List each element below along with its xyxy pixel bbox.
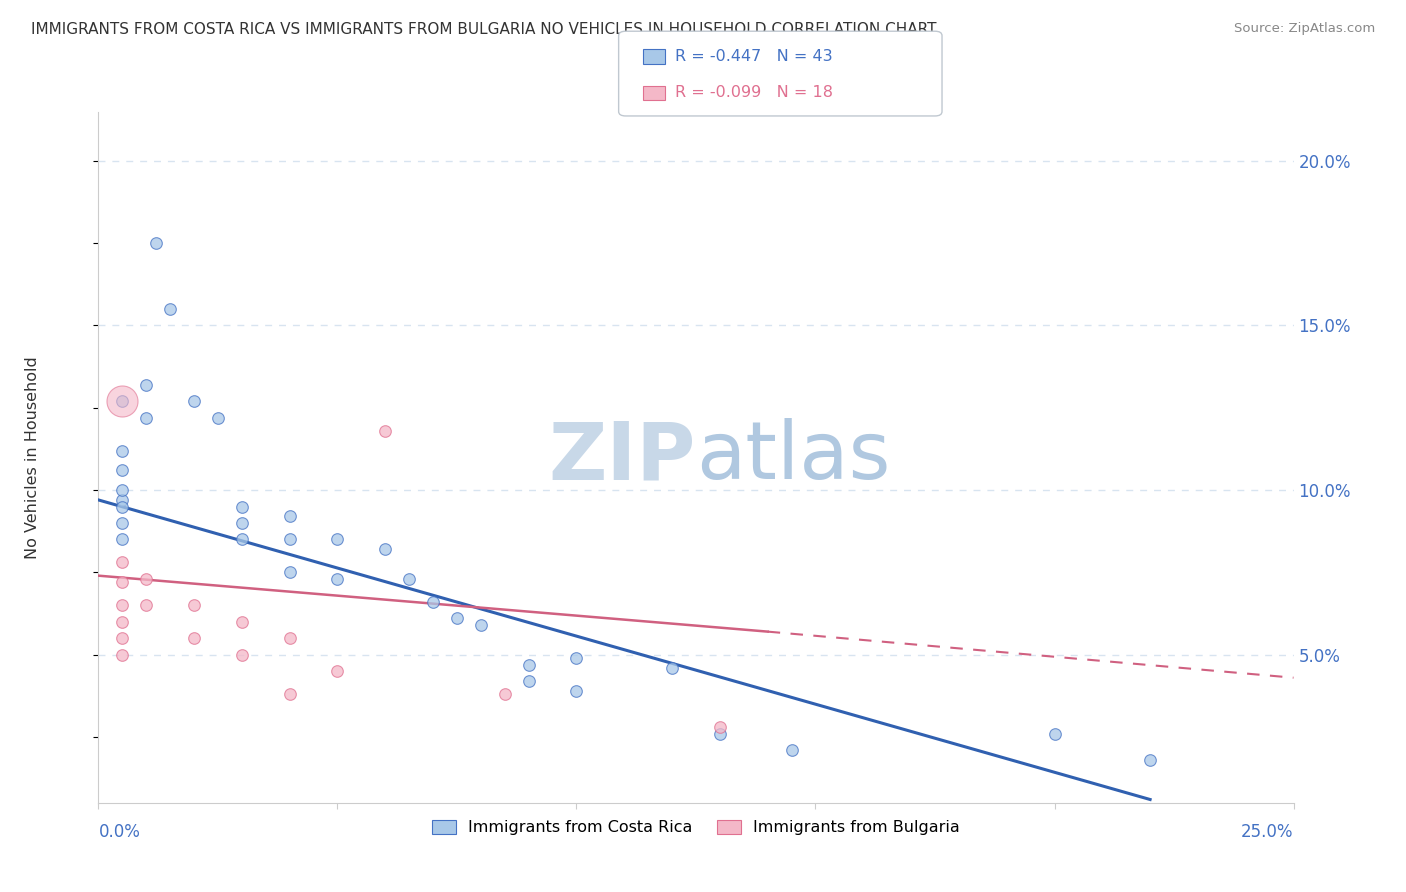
Text: R = -0.447   N = 43: R = -0.447 N = 43 <box>675 49 832 64</box>
Point <box>135 410 157 425</box>
Point <box>661 661 683 675</box>
Point <box>231 648 253 662</box>
Point <box>111 463 134 477</box>
Point <box>374 542 396 557</box>
Point <box>326 533 349 547</box>
Point <box>111 648 134 662</box>
Point <box>183 599 205 613</box>
Point <box>326 664 349 678</box>
Point <box>709 726 731 740</box>
Text: atlas: atlas <box>696 418 890 496</box>
Point <box>709 720 731 734</box>
Point <box>231 516 253 530</box>
Point <box>517 673 540 688</box>
Point <box>278 566 301 580</box>
Point <box>1139 753 1161 767</box>
Point <box>111 500 134 514</box>
Point <box>159 301 181 316</box>
Point <box>231 615 253 629</box>
Legend: Immigrants from Costa Rica, Immigrants from Bulgaria: Immigrants from Costa Rica, Immigrants f… <box>423 812 969 843</box>
Point <box>111 443 134 458</box>
Point <box>111 599 134 613</box>
Point <box>111 556 134 570</box>
Point <box>111 533 134 547</box>
Point <box>231 533 253 547</box>
Point <box>145 236 167 251</box>
Point <box>111 483 134 497</box>
Point <box>446 611 468 625</box>
Point <box>422 595 444 609</box>
Point <box>278 687 301 701</box>
Point <box>374 424 396 438</box>
Point <box>231 500 253 514</box>
Point <box>111 394 134 409</box>
Point <box>135 572 157 586</box>
Point <box>111 615 134 629</box>
Text: R = -0.099   N = 18: R = -0.099 N = 18 <box>675 86 832 101</box>
Point <box>111 492 134 507</box>
Point <box>278 533 301 547</box>
Point <box>111 631 134 645</box>
Text: 0.0%: 0.0% <box>98 822 141 840</box>
Point <box>565 651 588 665</box>
Text: 25.0%: 25.0% <box>1241 822 1294 840</box>
Point <box>111 394 134 409</box>
Text: No Vehicles in Household: No Vehicles in Household <box>25 356 41 558</box>
Text: ZIP: ZIP <box>548 418 696 496</box>
Point <box>135 377 157 392</box>
Point <box>111 575 134 590</box>
Point <box>183 631 205 645</box>
Point <box>398 572 420 586</box>
Point <box>278 631 301 645</box>
Point <box>111 516 134 530</box>
Point <box>565 684 588 698</box>
Text: Source: ZipAtlas.com: Source: ZipAtlas.com <box>1234 22 1375 36</box>
Point <box>183 394 205 409</box>
Point <box>494 687 516 701</box>
Point <box>517 657 540 672</box>
Point <box>207 410 229 425</box>
Text: IMMIGRANTS FROM COSTA RICA VS IMMIGRANTS FROM BULGARIA NO VEHICLES IN HOUSEHOLD : IMMIGRANTS FROM COSTA RICA VS IMMIGRANTS… <box>31 22 936 37</box>
Point <box>278 509 301 524</box>
Point <box>780 743 803 757</box>
Point <box>326 572 349 586</box>
Point <box>1043 726 1066 740</box>
Point <box>135 599 157 613</box>
Point <box>470 618 492 632</box>
